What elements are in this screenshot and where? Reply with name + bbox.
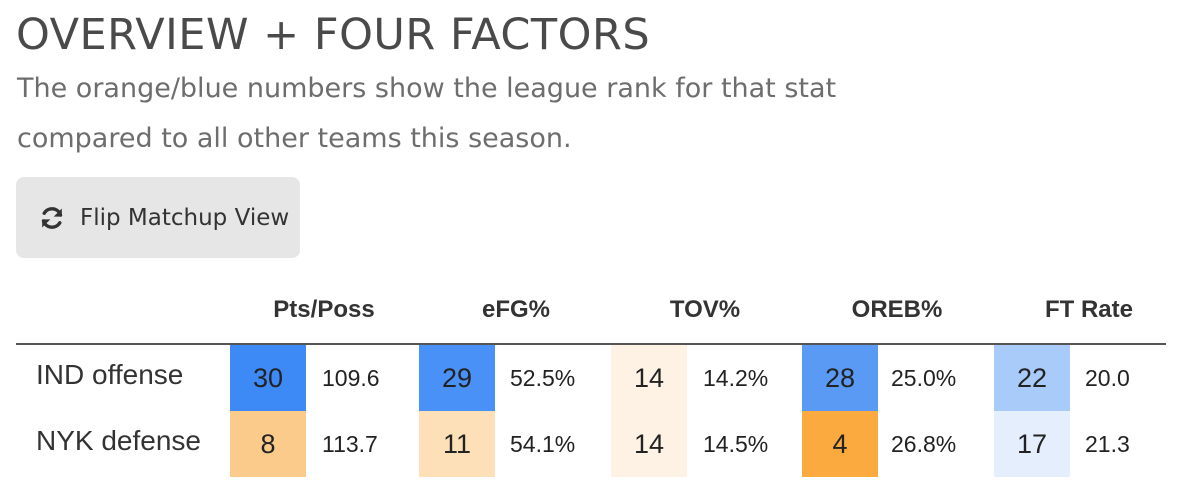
rank-badge: 30 xyxy=(230,345,306,411)
stat-value: 14.2% xyxy=(703,364,769,391)
column-header-ft-rate: FT Rate xyxy=(1044,296,1133,323)
stat-value: 113.7 xyxy=(322,430,378,457)
stat-value: 52.5% xyxy=(510,364,576,391)
page-subtitle: The orange/blue numbers show the league … xyxy=(17,73,837,154)
row-label: IND offense xyxy=(36,359,184,390)
flip-matchup-button[interactable]: Flip Matchup View xyxy=(16,177,300,258)
flip-matchup-label: Flip Matchup View xyxy=(80,204,290,231)
stat-value: 20.0 xyxy=(1085,364,1130,391)
table-row: NYK defense 8 113.7 11 54.1% 14 14.5% 4 … xyxy=(16,411,1166,477)
stat-value: 21.3 xyxy=(1085,430,1130,457)
rank-badge: 28 xyxy=(802,345,878,411)
column-header-tov: TOV% xyxy=(669,296,741,323)
rank-badge: 17 xyxy=(994,411,1070,477)
rank-badge: 29 xyxy=(419,345,495,411)
rank-badge: 11 xyxy=(419,411,495,477)
column-header-pts-poss: Pts/Poss xyxy=(273,296,375,323)
stat-value: 54.1% xyxy=(510,430,576,457)
stat-value: 25.0% xyxy=(891,364,957,391)
refresh-icon xyxy=(38,204,66,232)
column-header-oreb: OREB% xyxy=(851,296,943,323)
rank-badge: 14 xyxy=(611,411,687,477)
stat-value: 109.6 xyxy=(322,364,380,391)
rank-badge: 8 xyxy=(230,411,306,477)
stat-value: 26.8% xyxy=(891,430,957,457)
four-factors-table: Pts/Poss eFG% TOV% OREB% FT Rate IND off… xyxy=(16,282,1166,477)
rank-badge: 4 xyxy=(802,411,878,477)
rank-badge: 22 xyxy=(994,345,1070,411)
page-title: OVERVIEW + FOUR FACTORS xyxy=(16,10,651,60)
stat-value: 14.5% xyxy=(703,430,769,457)
table-row: IND offense 30 109.6 29 52.5% 14 14.2% 2… xyxy=(16,345,1166,411)
rank-badge: 14 xyxy=(611,345,687,411)
row-label: NYK defense xyxy=(36,425,201,456)
table-header: Pts/Poss eFG% TOV% OREB% FT Rate xyxy=(16,282,1166,345)
column-header-efg: eFG% xyxy=(481,296,550,323)
